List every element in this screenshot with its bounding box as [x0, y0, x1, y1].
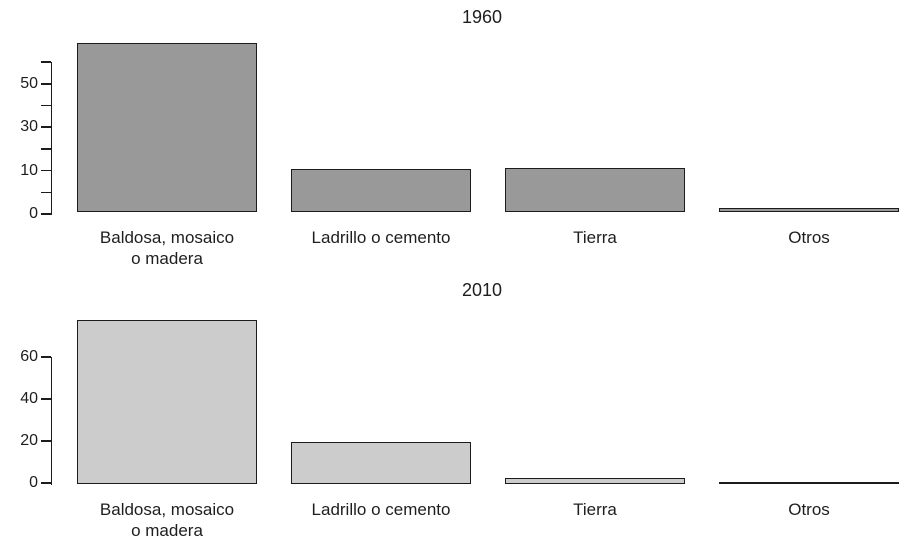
bar: [505, 168, 685, 212]
category-label-line: Baldosa, mosaico: [99, 228, 235, 247]
category-label: Otros: [689, 227, 922, 248]
category-label-line: o madera: [131, 249, 203, 268]
y-axis-line: [50, 62, 52, 216]
y-axis-tick-label: 40: [20, 390, 38, 407]
y-axis-tick-label: 0: [29, 205, 38, 222]
y-axis-tick-label: 20: [20, 432, 38, 449]
category-label-line: Ladrillo o cemento: [311, 228, 451, 247]
y-axis-tick: [40, 83, 51, 85]
category-label-line: o madera: [131, 521, 203, 540]
bar: [77, 320, 257, 484]
y-axis-tick-label: 50: [20, 74, 38, 92]
y-axis-tick: [40, 126, 51, 128]
y-axis-tick: [40, 169, 51, 172]
category-label-line: Otros: [788, 228, 830, 247]
category-label: Tierra: [475, 499, 715, 520]
bar: [77, 43, 257, 212]
y-axis-tick: [40, 440, 51, 442]
category-label-line: Tierra: [573, 500, 617, 519]
chart-1-plot-area: 0 10 30 50 Baldosa, mosaico o madera Ladrillo …: [20, 43, 922, 269]
y-axis-tick: [40, 104, 51, 107]
category-label-line: Ladrillo o cemento: [311, 500, 451, 519]
y-axis-tick: [40, 61, 51, 63]
y-axis-tick: [40, 148, 51, 150]
chart-1-title: 1960: [461, 7, 503, 27]
y-axis-tick: [40, 191, 51, 194]
y-axis-tick: [40, 398, 51, 400]
bar: [291, 442, 471, 484]
category-label-line: Otros: [788, 500, 830, 519]
y-axis-tick-label: 0: [29, 474, 38, 491]
category-label-line: Tierra: [573, 228, 617, 247]
category-label: Baldosa, mosaico o madera: [47, 499, 287, 541]
bar: [719, 482, 899, 484]
bar: [719, 208, 899, 212]
category-label: Otros: [689, 499, 922, 520]
y-axis-tick-label: 10: [20, 161, 38, 179]
y-axis-line: [50, 357, 52, 485]
y-axis-tick-label: 60: [20, 348, 38, 365]
bar: [505, 478, 685, 484]
bar: [291, 169, 471, 212]
category-label: Baldosa, mosaico o madera: [47, 227, 287, 269]
category-label: Ladrillo o cemento: [261, 499, 501, 520]
chart-2-title: 2010: [461, 280, 503, 300]
y-axis-tick: [40, 482, 51, 484]
category-label: Ladrillo o cemento: [261, 227, 501, 248]
y-axis-tick-label: 30: [20, 118, 38, 136]
y-axis-tick: [40, 213, 51, 215]
category-label-line: Baldosa, mosaico: [99, 500, 235, 519]
y-axis-tick: [40, 356, 51, 358]
category-label: Tierra: [475, 227, 715, 248]
